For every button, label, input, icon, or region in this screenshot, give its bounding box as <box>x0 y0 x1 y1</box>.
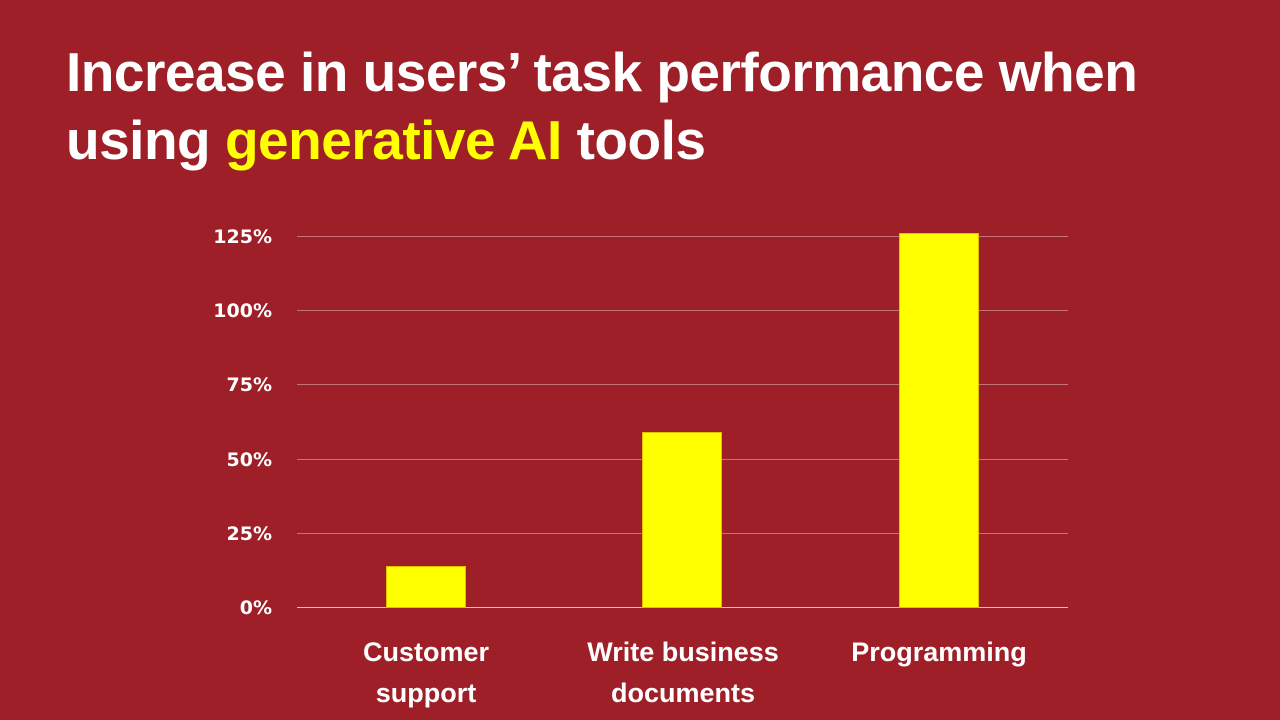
gridline-125 <box>297 236 1068 237</box>
x-label-programming: Programming <box>819 632 1059 673</box>
y-tick-label: 125% <box>213 226 272 248</box>
x-label-line: Write business <box>587 637 779 667</box>
x-label-line: Programming <box>851 637 1027 667</box>
x-label-customer-support: Customer support <box>306 632 546 714</box>
y-tick-label: 0% <box>239 597 272 619</box>
y-tick-label: 100% <box>213 300 272 322</box>
y-tick-label: 25% <box>226 523 272 545</box>
chart-title: Increase in users’ task performance when… <box>66 38 1266 174</box>
x-label-write-business-documents: Write business documents <box>563 632 803 714</box>
bar-customer-support <box>386 566 466 608</box>
x-label-line: documents <box>610 678 756 708</box>
y-tick-label: 75% <box>226 374 272 396</box>
y-tick-label: 50% <box>226 449 272 471</box>
title-part-2: tools <box>561 109 706 171</box>
bar-write-business-documents <box>642 432 722 608</box>
title-part-1: Increase in users’ task performance when… <box>66 41 1138 171</box>
title-highlight: generative AI <box>224 109 562 171</box>
x-label-line: support <box>375 678 477 708</box>
gridline-75 <box>297 384 1068 385</box>
gridline-100 <box>297 310 1068 311</box>
bar-programming <box>899 233 979 608</box>
x-label-line: Customer <box>362 637 490 667</box>
